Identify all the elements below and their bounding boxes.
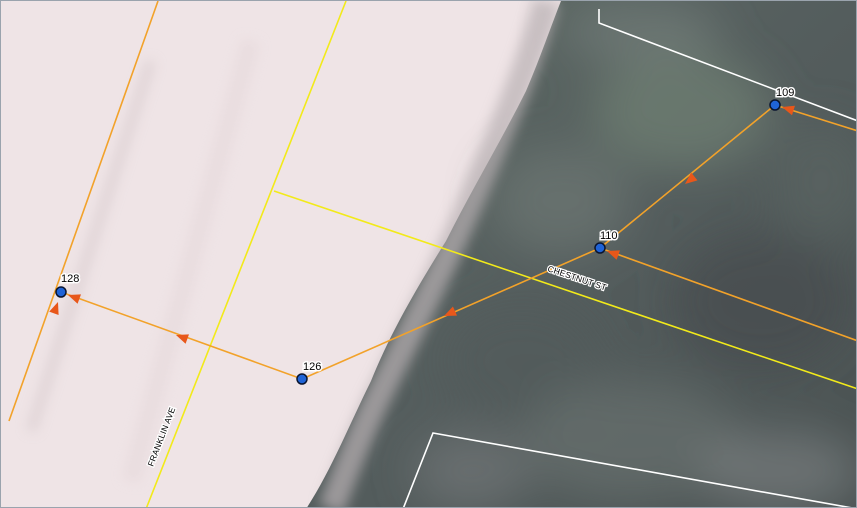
- parcel-lines: [402, 9, 856, 507]
- flow-line: [599, 104, 776, 249]
- flow-arrow-icon: [176, 334, 189, 344]
- flow-arrow-icon: [444, 306, 457, 316]
- node-marker-icon[interactable]: [55, 286, 67, 298]
- flow-line: [8, 1, 159, 422]
- road-texture: [26, 38, 260, 484]
- node-marker-icon[interactable]: [769, 99, 781, 111]
- flow-arrow-icon: [49, 302, 59, 315]
- node-label: 128: [61, 273, 79, 285]
- node-label: 126: [303, 361, 321, 373]
- node-126[interactable]: 126: [296, 360, 323, 385]
- node-128[interactable]: 128: [55, 272, 81, 298]
- node-110[interactable]: 110: [594, 229, 619, 254]
- parcel-boundary: [598, 9, 856, 122]
- street-franklin-ave: [145, 1, 347, 507]
- node-marker-icon[interactable]: [296, 373, 308, 385]
- node-label: 110: [600, 230, 618, 242]
- flow-arrow-icon: [607, 250, 620, 260]
- flow-arrow-icon: [68, 294, 81, 304]
- streets-layer: [145, 1, 856, 507]
- node-label: 109: [776, 87, 794, 99]
- nodes-layer: 109 110 126 128: [55, 86, 796, 385]
- flow-arrow-icon: [685, 172, 698, 184]
- parcel-boundary: [402, 432, 852, 507]
- node-marker-icon[interactable]: [594, 242, 606, 254]
- flow-line: [599, 247, 856, 342]
- flow-arrows: [49, 105, 795, 344]
- street-chestnut-st: [273, 190, 856, 390]
- flow-arrow-icon: [782, 105, 795, 116]
- node-109[interactable]: 109: [769, 86, 796, 111]
